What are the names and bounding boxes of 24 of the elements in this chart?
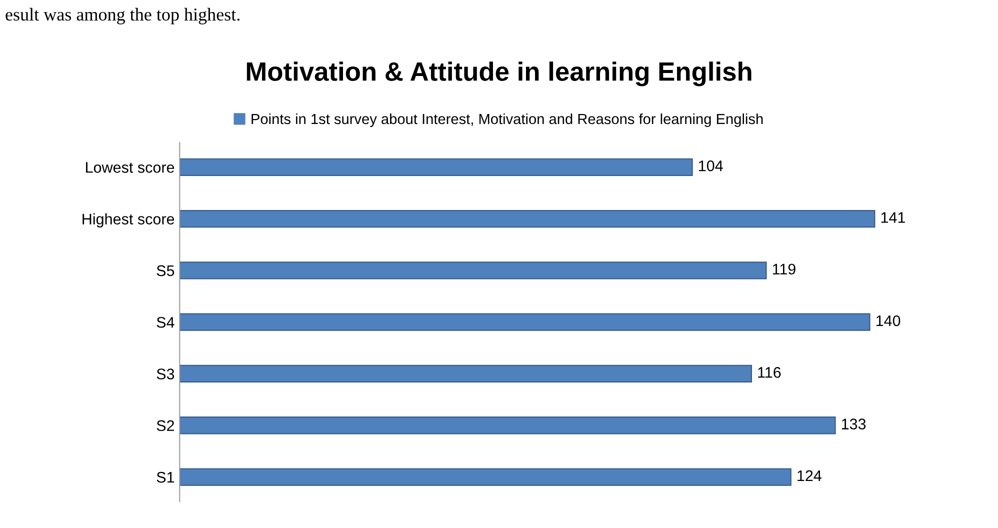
data-label: 116 — [758, 367, 781, 378]
chart-title: Motivation & Attitude in learning English — [246, 62, 752, 86]
y-tick-label: S2 — [156, 420, 174, 432]
y-tick-label: S5 — [156, 265, 174, 276]
y-tick-label: Lowest score — [86, 162, 174, 173]
bar — [180, 364, 752, 383]
legend-label: Points in 1st survey about Interest, Motivation and Reasons for learning English — [252, 113, 763, 128]
data-label: 119 — [772, 264, 796, 275]
y-tick-label: S3 — [156, 368, 174, 380]
bar — [180, 210, 876, 228]
bar — [180, 262, 767, 280]
data-label: 133 — [842, 418, 866, 430]
bar — [180, 158, 693, 176]
data-label: 124 — [798, 470, 822, 481]
bar — [180, 416, 836, 434]
bar — [180, 313, 870, 331]
text: esult was among the top highest. — [6, 8, 240, 24]
data-label: 141 — [881, 212, 905, 223]
y-tick-label: S1 — [156, 472, 174, 483]
bar — [180, 468, 792, 486]
y-tick-label: S4 — [156, 316, 174, 328]
y-tick-label: Highest score — [82, 213, 174, 228]
data-label: 104 — [699, 160, 723, 172]
data-label: 140 — [876, 315, 900, 326]
